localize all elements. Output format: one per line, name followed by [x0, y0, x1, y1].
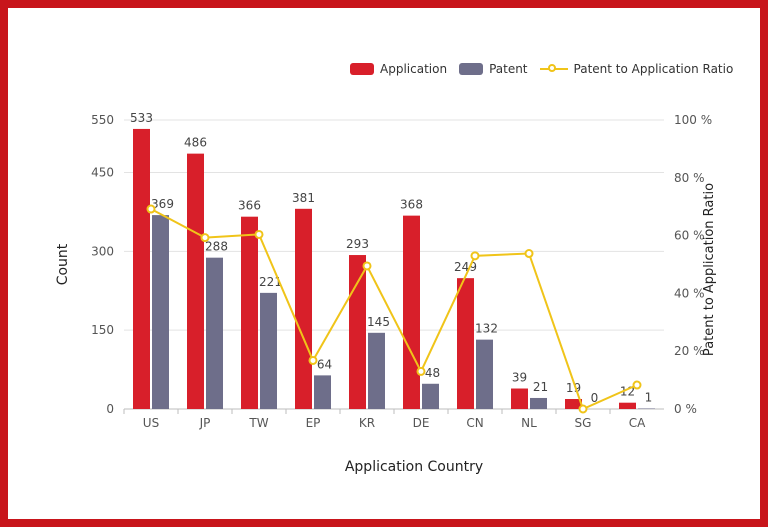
data-label-application: 381 [292, 191, 315, 205]
y2-axis-title: Patent to Application Ratio [702, 183, 717, 356]
data-label-patent: 21 [533, 380, 548, 394]
bar-application [295, 208, 312, 409]
data-label-application: 366 [238, 199, 261, 213]
ratio-point [632, 380, 642, 390]
data-label-application: 533 [130, 111, 153, 125]
data-label-patent: 369 [151, 197, 174, 211]
y-tick-label: 300 [91, 244, 114, 258]
bar-patent [530, 397, 547, 409]
ratio-point [146, 204, 156, 214]
legend-label-patent: Patent [489, 62, 528, 76]
y2-tick-label: 80 % [674, 171, 705, 185]
ratio-point [416, 366, 426, 376]
chart-legend: Application Patent Patent to Application… [350, 62, 745, 76]
data-label-patent: 132 [475, 322, 498, 336]
data-label-patent: 1 [645, 390, 653, 404]
x-tick-label: JP [199, 416, 211, 430]
x-tick-label: CN [466, 416, 483, 430]
legend-item-application[interactable]: Application [350, 62, 447, 76]
y2-tick-label: 20 % [674, 344, 705, 358]
bar-patent [638, 408, 655, 409]
x-tick-label: US [143, 416, 159, 430]
y-tick-label: 150 [91, 323, 114, 337]
y2-tick-label: 100 % [674, 113, 712, 127]
ratio-point [200, 233, 210, 243]
y-tick-label: 0 [106, 402, 114, 416]
data-label-application: 293 [346, 237, 369, 251]
y2-tick-label: 40 % [674, 286, 705, 300]
y-tick-label: 450 [91, 166, 114, 180]
ratio-line [150, 208, 638, 411]
ratio-point [362, 261, 372, 271]
x-tick-label: KR [359, 416, 375, 430]
ratio-point [470, 251, 480, 261]
ratio-point [524, 249, 534, 259]
data-label-application: 368 [400, 198, 423, 212]
data-label-patent: 288 [205, 240, 228, 254]
bar-patent [368, 332, 385, 409]
bar-application [133, 128, 150, 409]
data-label-patent: 0 [591, 391, 599, 405]
legend-item-ratio[interactable]: Patent to Application Ratio [539, 62, 734, 76]
x-tick-label: SG [575, 416, 592, 430]
bar-patent [314, 375, 331, 409]
x-tick-label: EP [306, 416, 321, 430]
data-label-application: 39 [512, 371, 527, 385]
legend-item-patent[interactable]: Patent [459, 62, 528, 76]
bar-patent [476, 339, 493, 409]
bar-application [403, 215, 420, 409]
legend-swatch-ratio [539, 63, 568, 75]
bar-application [349, 255, 366, 409]
data-label-application: 486 [184, 136, 207, 150]
data-label-patent: 145 [367, 315, 390, 329]
bar-application [511, 388, 528, 409]
x-tick-label: DE [413, 416, 430, 430]
bar-application [241, 216, 258, 409]
ratio-point [578, 404, 588, 414]
y-axis-title: Count [55, 243, 71, 285]
data-label-patent: 48 [425, 366, 440, 380]
bar-patent [206, 257, 223, 409]
data-label-application: 249 [454, 260, 477, 274]
bar-patent [260, 292, 277, 409]
y2-tick-label: 0 % [674, 402, 697, 416]
x-tick-label: TW [248, 416, 268, 430]
y2-tick-label: 60 % [674, 229, 705, 243]
legend-swatch-patent [459, 63, 484, 75]
x-axis-title: Application Country [345, 459, 483, 475]
data-label-patent: 221 [259, 275, 282, 289]
legend-label-application: Application [380, 62, 448, 76]
bar-patent [152, 215, 169, 409]
bar-application [565, 399, 582, 409]
bar-application [457, 278, 474, 409]
legend-label-ratio: Patent to Application Ratio [573, 62, 734, 76]
y-tick-label: 550 [91, 113, 114, 127]
x-tick-label: NL [521, 416, 537, 430]
x-tick-label: CA [629, 416, 646, 430]
ratio-point [254, 229, 264, 239]
bar-application [187, 153, 204, 409]
ratio-point [308, 355, 318, 365]
data-label-patent: 64 [317, 357, 332, 371]
bar-patent [422, 383, 439, 409]
bar-application [619, 402, 636, 409]
legend-swatch-application [350, 63, 374, 75]
